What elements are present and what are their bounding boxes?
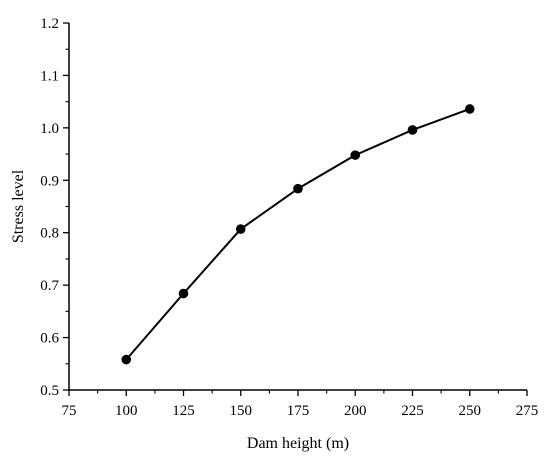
x-tick-label: 200 (344, 403, 367, 419)
x-tick-label: 225 (401, 403, 424, 419)
data-point (178, 288, 189, 299)
data-point (350, 150, 361, 160)
x-tick-label: 100 (115, 403, 138, 419)
data-point (464, 104, 475, 114)
data-point (407, 125, 418, 135)
series-line (125, 108, 471, 361)
y-axis-title: Stress level (10, 169, 27, 243)
axes (68, 23, 527, 391)
y-ticks: 0.5 0.6 0.7 0.8 0.9 1.0 1.1 1.2 (40, 16, 69, 399)
data-point (235, 224, 246, 234)
x-ticks: 75 100 125 150 175 200 225 250 275 (62, 390, 539, 419)
y-tick-label: 0.8 (40, 226, 59, 242)
y-tick-label: 1.2 (40, 16, 59, 32)
y-tick-label: 0.9 (40, 173, 59, 189)
y-tick-label: 0.5 (40, 383, 59, 399)
data-point (121, 354, 132, 365)
y-tick-label: 1.0 (40, 121, 59, 137)
data-point (293, 183, 303, 194)
x-tick-label: 150 (230, 403, 253, 419)
series-layer (121, 104, 475, 365)
x-tick-label: 275 (516, 403, 539, 419)
x-tick-label: 125 (172, 403, 195, 419)
x-axis-title: Dam height (m) (247, 435, 349, 452)
x-tick-label: 75 (62, 403, 77, 419)
y-tick-label: 0.7 (40, 278, 59, 294)
y-tick-label: 0.6 (40, 331, 59, 347)
x-tick-label: 250 (459, 403, 482, 419)
x-tick-label: 175 (287, 403, 310, 419)
y-tick-label: 1.1 (40, 68, 59, 84)
